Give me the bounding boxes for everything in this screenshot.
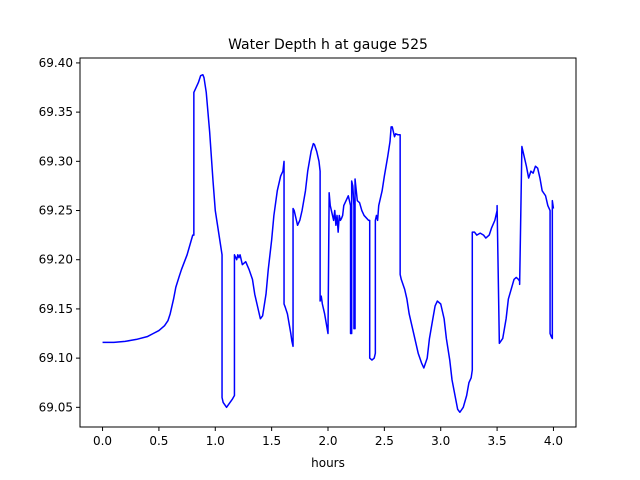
x-tick-label: 0.0: [93, 434, 112, 448]
x-tick-label: 1.0: [206, 434, 225, 448]
x-tick-label: 0.5: [149, 434, 168, 448]
x-axis-title: hours: [311, 456, 345, 470]
y-tick-label: 69.20: [39, 253, 73, 267]
y-axis: 69.05 69.10 69.15 69.20 69.25 69.30 69.35 69.40: [39, 56, 80, 414]
x-tick-label: 4.0: [544, 434, 563, 448]
chart-title: Water Depth h at gauge 525: [228, 37, 428, 53]
y-tick-label: 69.05: [39, 400, 73, 414]
x-tick-label: 2.0: [318, 434, 337, 448]
y-tick-label: 69.30: [39, 154, 73, 168]
series-layer: [102, 73, 555, 413]
y-tick-label: 69.25: [39, 204, 73, 218]
y-tick-label: 69.35: [39, 105, 73, 119]
series-line-0: [102, 73, 555, 413]
y-tick-label: 69.40: [39, 56, 73, 70]
x-tick-label: 1.5: [262, 434, 281, 448]
x-axis: 0.0 0.5 1.0 1.5 2.0 2.5 3.0 3.5 4.0: [93, 427, 563, 448]
x-tick-label: 2.5: [375, 434, 394, 448]
x-tick-label: 3.0: [431, 434, 450, 448]
y-tick-label: 69.15: [39, 302, 73, 316]
y-tick-label: 69.10: [39, 351, 73, 365]
x-tick-label: 3.5: [488, 434, 507, 448]
